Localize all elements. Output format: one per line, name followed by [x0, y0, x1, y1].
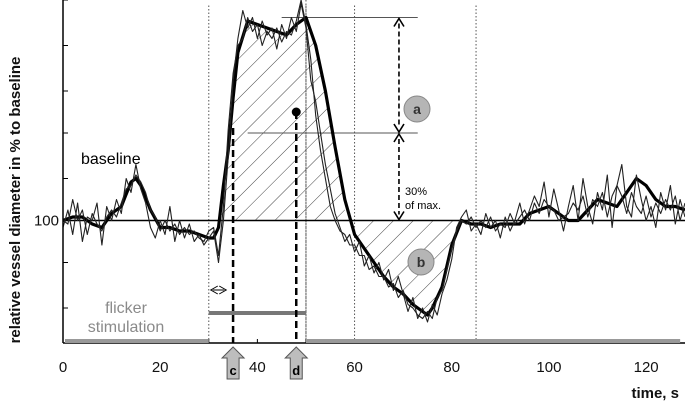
percent-label-line: of max. [405, 200, 441, 212]
x-tick-label: 80 [443, 359, 460, 376]
x-tick-label: 100 [536, 359, 561, 376]
hatched-area-undershoot [354, 220, 457, 315]
badge-a-label: a [413, 101, 421, 117]
y-axis-title: relative vessel diameter in % to baselin… [7, 57, 24, 344]
stimulation-label: flicker stimulation [88, 300, 164, 336]
x-axis-title: time, s [631, 385, 679, 402]
series-raw-1 [63, 2, 685, 323]
arrow-30pct-head-top [393, 132, 405, 143]
marker-d-label: d [292, 363, 300, 378]
baseline-label: baseline [81, 151, 141, 168]
guide-lines [63, 0, 685, 343]
x-tick-label: 60 [346, 359, 363, 376]
hatched-areas [218, 17, 457, 315]
percent-label: 30% of max. [405, 186, 441, 212]
arrow-a-head-bottom [393, 123, 405, 134]
percent-label-line: 30% [405, 186, 427, 198]
x-tick-label: 40 [249, 359, 266, 376]
series-smoothed [63, 15, 685, 317]
data-series [63, 0, 685, 323]
arrow-30pct-head-bottom [393, 211, 405, 222]
badge-b-label: b [417, 254, 426, 270]
x-tick-label: 120 [634, 359, 659, 376]
series-raw-2 [63, 0, 685, 320]
stimulation-label-line: stimulation [88, 319, 164, 336]
y-tick-label: 100 [34, 213, 59, 230]
latency-arrow-left [209, 285, 219, 295]
arrow-a-head-top [393, 16, 405, 27]
hatched-area-response [218, 17, 345, 221]
stimulation-label-line: flicker [105, 300, 147, 317]
marker-c-arrow [220, 346, 246, 380]
marker-d-arrow [284, 346, 309, 380]
x-tick-label: 0 [59, 359, 67, 376]
marker-c-label: c [229, 363, 236, 378]
annotations: flicker stimulation baseline 30% of max. a b c d [65, 16, 681, 380]
badge-b-circle [407, 248, 435, 276]
badge-a-circle [403, 95, 431, 123]
x-tick-label: 20 [152, 359, 169, 376]
latency-arrow-right [218, 285, 228, 295]
